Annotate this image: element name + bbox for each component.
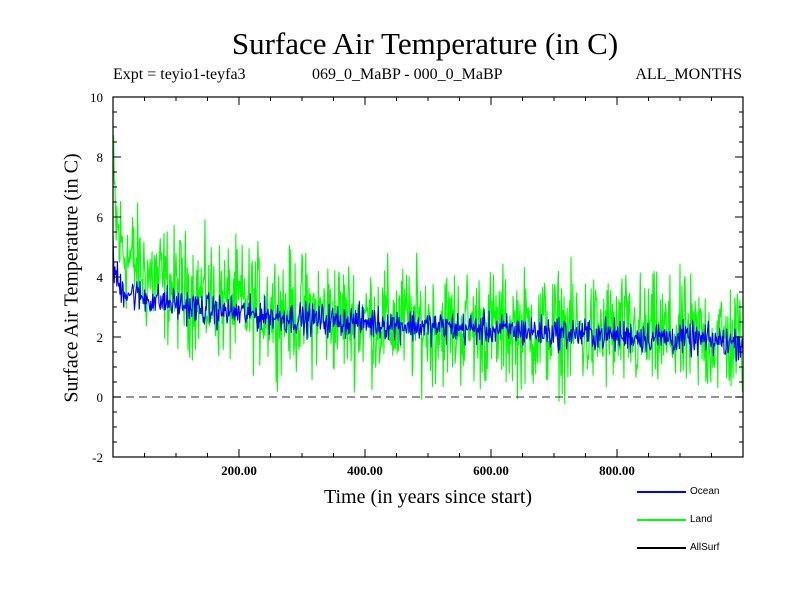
plot-frame xyxy=(112,96,744,458)
experiment-label: Expt = teyio1-teyfa3 xyxy=(113,66,246,83)
period-label: 069_0_MaBP - 000_0_MaBP xyxy=(312,66,503,83)
series-land xyxy=(112,135,744,405)
plot-area xyxy=(112,96,744,458)
y-tick-label: 8 xyxy=(96,150,104,165)
y-tick-label: 10 xyxy=(90,90,103,105)
legend xyxy=(637,491,686,549)
x-tick-label: 600.00 xyxy=(473,463,509,478)
legend-label-land: Land xyxy=(690,514,713,525)
y-tick-label: -2 xyxy=(92,450,103,465)
x-tick-label: 400.00 xyxy=(347,463,383,478)
y-tick-label: 4 xyxy=(96,270,104,285)
chart-title: Surface Air Temperature (in C) xyxy=(231,26,619,61)
series-ocean xyxy=(112,235,744,362)
x-axis-label: Time (in years since start) xyxy=(323,486,533,508)
y-tick-label: 2 xyxy=(96,330,104,345)
x-tick-label: 800.00 xyxy=(599,463,635,478)
y-tick-label: 0 xyxy=(96,390,104,405)
x-tick-label: 200.00 xyxy=(221,463,257,478)
months-label: ALL_MONTHS xyxy=(635,66,742,83)
y-tick-label: 6 xyxy=(96,210,104,225)
legend-label-allsurf: AllSurf xyxy=(690,542,720,553)
legend-label-ocean: Ocean xyxy=(690,486,720,497)
